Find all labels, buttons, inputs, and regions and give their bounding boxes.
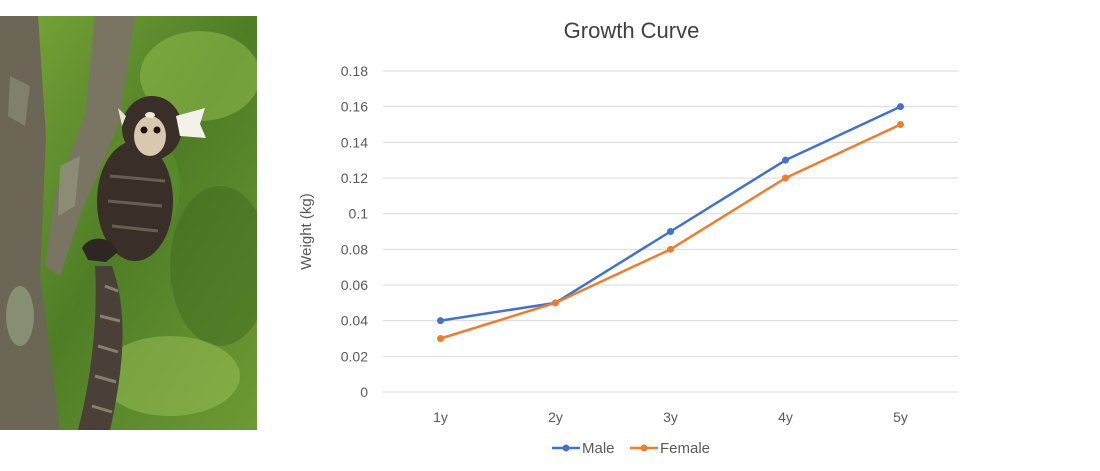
data-point-female	[667, 245, 674, 253]
data-point-female	[437, 335, 444, 342]
data-point-female	[552, 299, 559, 307]
marmoset-photo	[0, 16, 257, 430]
legend-marker-male	[562, 444, 570, 452]
data-point-female	[782, 174, 789, 182]
legend-label-male: Male	[582, 440, 615, 457]
y-tick-label: 0.1	[349, 206, 369, 222]
tree-branch	[45, 16, 135, 276]
legend: Male Female	[552, 440, 710, 457]
data-point-male	[782, 156, 789, 164]
data-point-male	[667, 228, 674, 235]
series-lines	[437, 103, 904, 342]
y-tick-label: 0.12	[341, 170, 368, 186]
x-tick-label: 5y	[893, 409, 908, 425]
y-tick-label: 0.08	[341, 241, 368, 257]
hand	[82, 238, 118, 262]
legend-marker-female	[640, 444, 648, 452]
ear-tuft	[176, 108, 206, 138]
data-point-male	[897, 103, 904, 111]
y-tick-label: 0.06	[341, 277, 368, 293]
data-point-male	[437, 317, 444, 325]
y-tick-label: 0.14	[341, 134, 368, 150]
y-tick-label: 0.18	[341, 63, 368, 79]
x-tick-label: 2y	[548, 409, 563, 425]
y-tick-labels: 0 0.02 0.04 0.06 0.08 0.1 0.12 0.14 0.16 0.18	[341, 63, 368, 400]
x-tick-label: 1y	[433, 409, 448, 425]
face	[134, 116, 166, 156]
y-tick-label: 0.16	[341, 99, 368, 115]
chart-title: Growth Curve	[564, 18, 700, 43]
y-tick-label: 0	[360, 384, 368, 400]
y-axis-title: Weight (kg)	[298, 193, 315, 269]
x-tick-label: 3y	[663, 409, 678, 425]
data-point-female	[897, 121, 904, 128]
y-tick-label: 0.02	[341, 348, 368, 364]
y-tick-label: 0.04	[341, 313, 368, 329]
legend-label-female: Female	[660, 440, 710, 457]
marmoset-illustration	[0, 16, 257, 430]
x-tick-labels: 1y 2y 3y 4y 5y	[433, 409, 908, 425]
x-tick-label: 4y	[778, 409, 793, 425]
